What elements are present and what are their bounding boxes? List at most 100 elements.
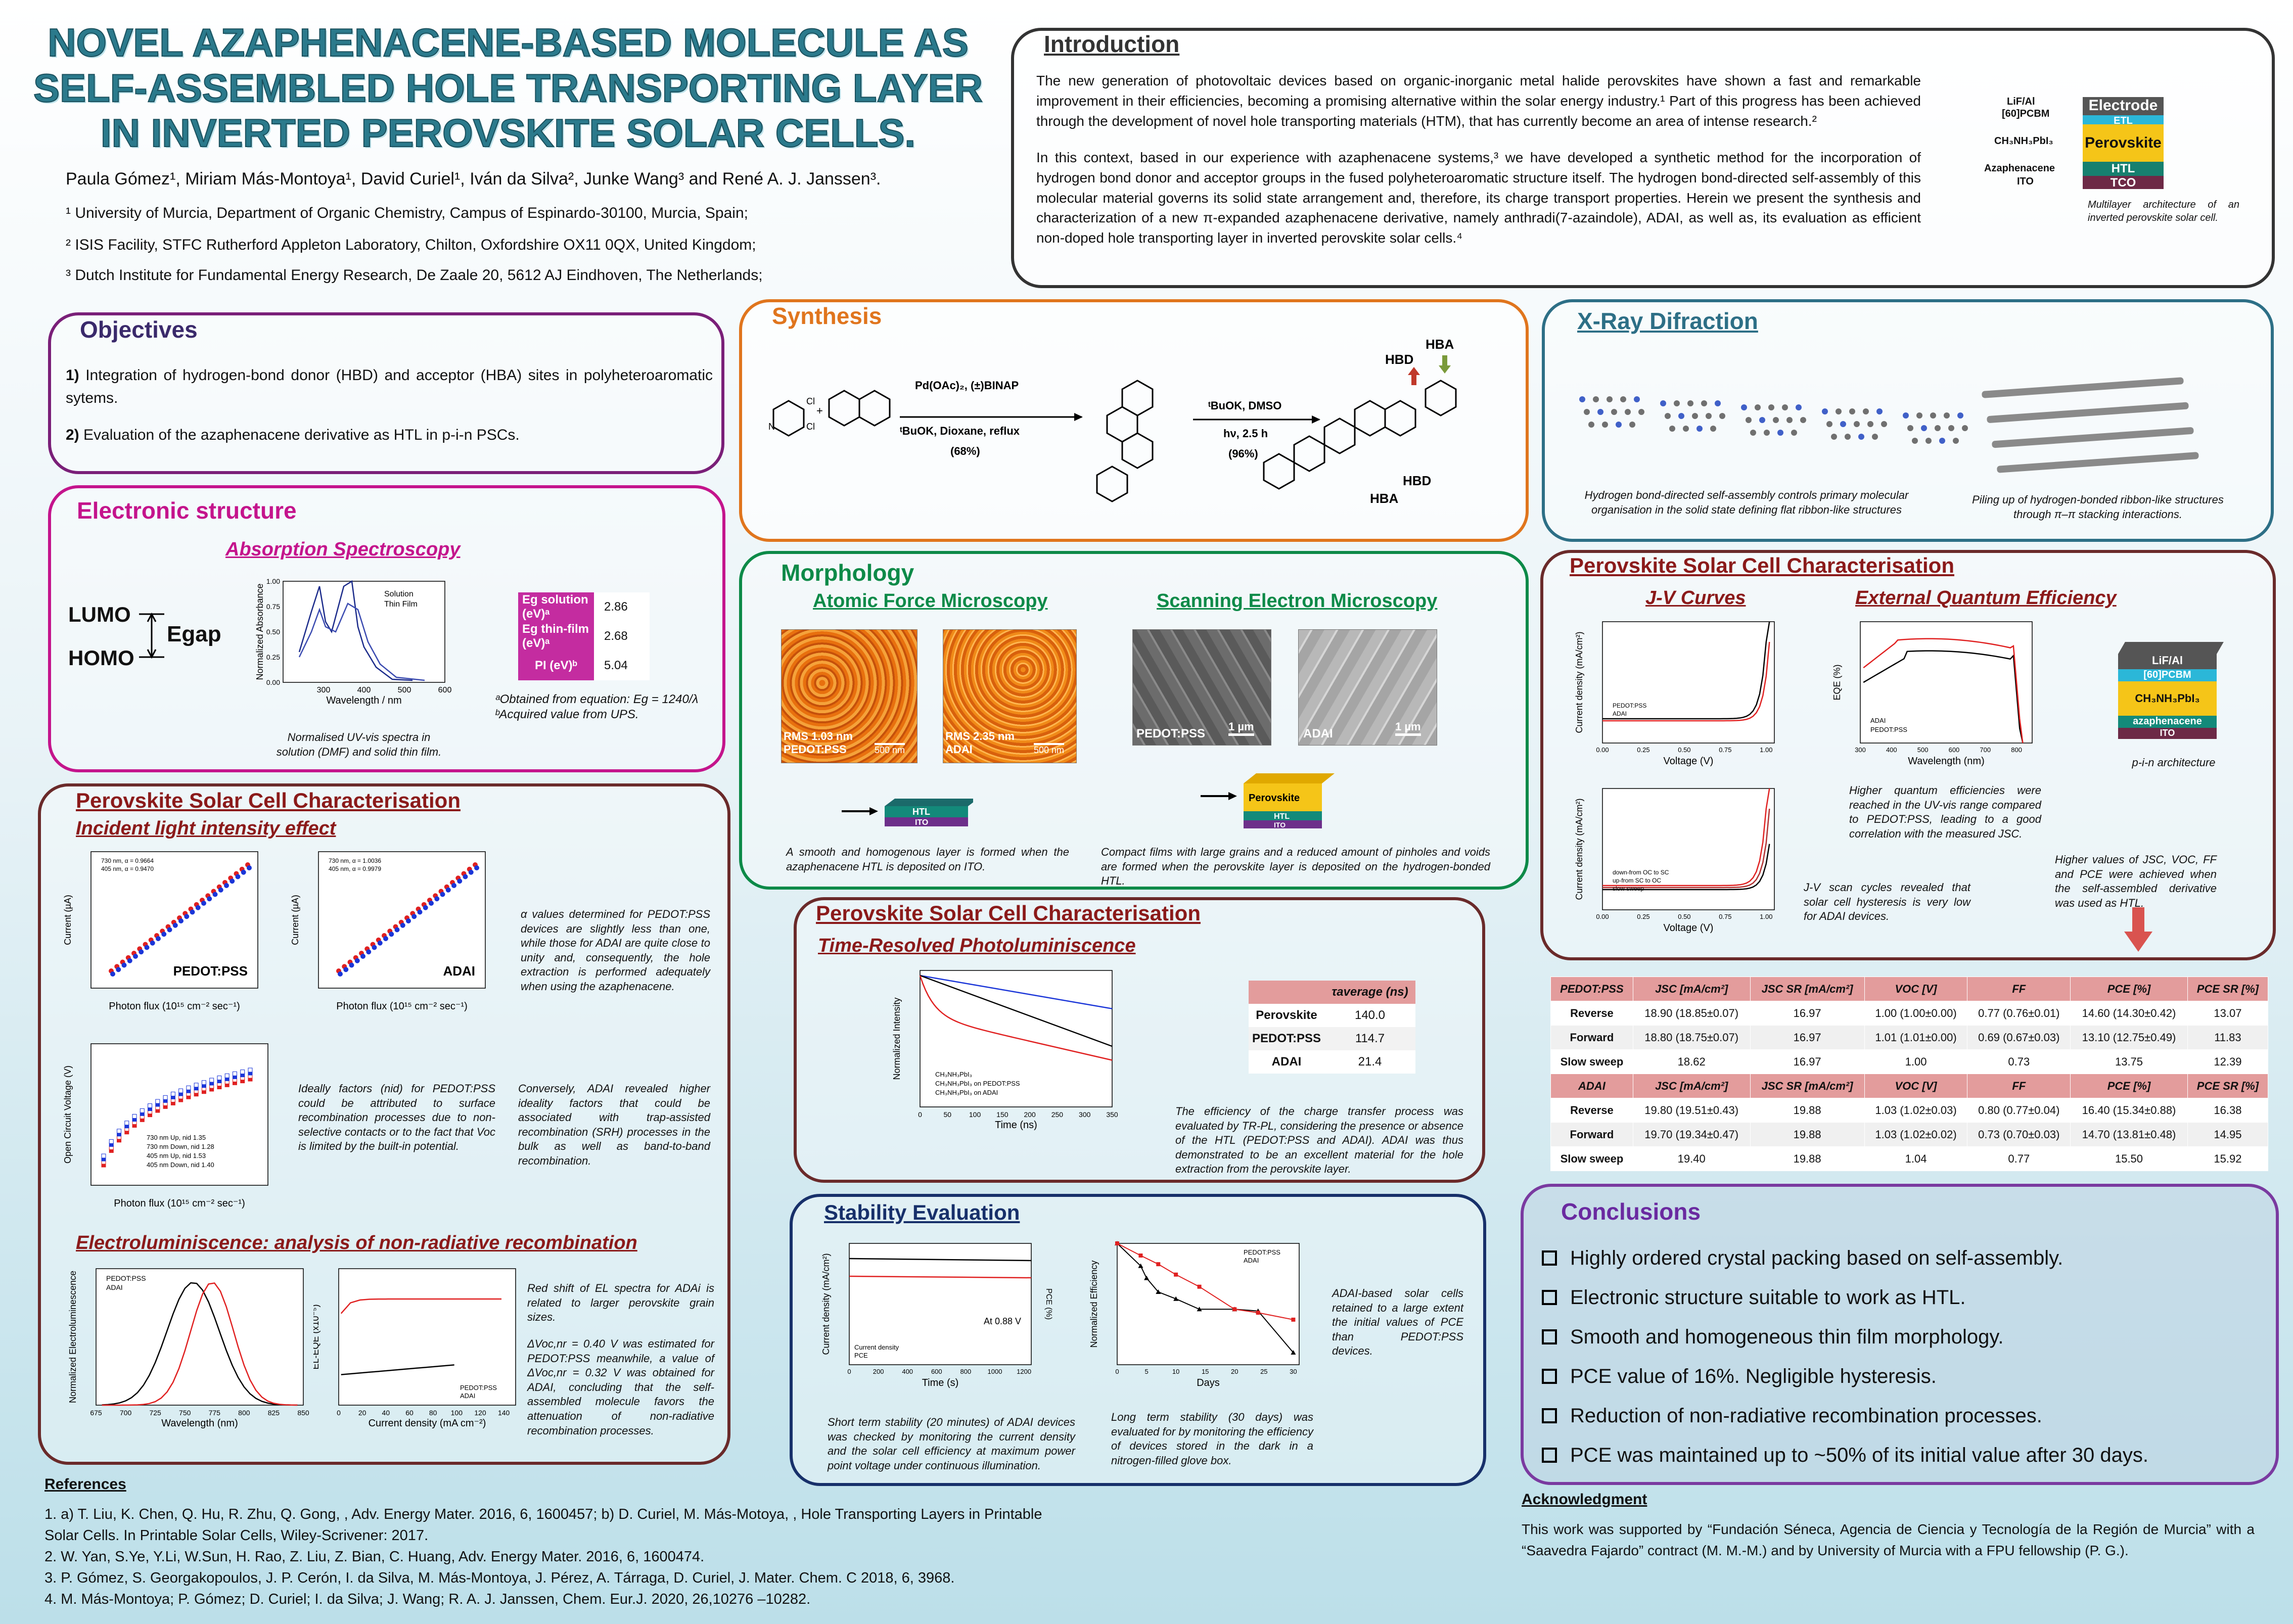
- data-point-405: [116, 967, 121, 972]
- device-label: PEDOT:PSS: [173, 963, 248, 979]
- ribbon: [1987, 402, 2189, 423]
- atom: [1719, 413, 1725, 419]
- atom: [1962, 425, 1968, 431]
- x-axis-label: Current density (mA cm⁻²): [369, 1418, 486, 1429]
- atom: [1616, 422, 1622, 428]
- current-vs-flux-pedot: Photon flux (10¹⁵ cm⁻² sec⁻¹) Current (µA…: [63, 851, 258, 1012]
- checkbox-icon: [1542, 1369, 1557, 1384]
- legend-pedot: PEDOT:PSS: [1870, 726, 1907, 733]
- pv-cell: 0.73 (0.70±0.03): [1967, 1122, 2071, 1147]
- pv-cell: 16.38: [2187, 1098, 2269, 1123]
- synthesis-scheme: + Cl Cl N Pd(OAc)₂, (±)BINAP ᵗBuOK, Diox…: [768, 337, 1457, 506]
- pv-cell: 0.69 (0.67±0.03): [1967, 1025, 2071, 1050]
- hysteresis-chart: Voltage (V) Current density (mA/cm²) 0.00 0…: [1574, 788, 1775, 934]
- legend-405: 405 nm, α = 0.9470: [101, 865, 154, 872]
- jv-line: [1602, 641, 1770, 722]
- voc-legend: 405 nm Up, nid 1.53: [147, 1152, 206, 1159]
- data-point-405: [338, 971, 343, 977]
- conclusion-item: Highly ordered crystal packing based on …: [1542, 1238, 2260, 1278]
- pin-layer-ito: ITO: [2118, 728, 2217, 739]
- data-point-405: [417, 909, 423, 915]
- trpl-adai-line: [919, 975, 1113, 1061]
- atom: [1692, 413, 1698, 419]
- sem-scale-2: 1 µm: [1395, 720, 1421, 736]
- y-axis-label: Current density (mA/cm²): [1574, 798, 1584, 900]
- pce-line: [849, 1275, 1032, 1279]
- data-point-405: [167, 927, 172, 933]
- voc-point: [155, 1099, 160, 1104]
- trpl-legend: CH₃NH₃PbI₃ on ADAI: [935, 1089, 998, 1096]
- voc-legend: 730 nm Down, nid 1.28: [147, 1143, 214, 1150]
- sem-label-pedot: PEDOT:PSS: [1136, 727, 1206, 740]
- y-tick: 0.50: [266, 628, 280, 636]
- voc-point: [248, 1068, 253, 1073]
- x-tick: 400: [902, 1368, 913, 1375]
- trpl-legend: CH₃NH₃PbI₃ on PEDOT:PSS: [935, 1080, 1020, 1087]
- atom: [1710, 426, 1716, 432]
- psc-left-title: Perovskite Solar Cell Characterisation: [76, 788, 461, 812]
- jv-legend: PEDOT:PSS: [1613, 702, 1646, 709]
- plot-area: [1602, 621, 1775, 744]
- atom: [1925, 438, 1932, 444]
- tau-row-1-val: 140.0: [1354, 1008, 1386, 1022]
- tau-row-2-val: 114.7: [1355, 1032, 1385, 1045]
- trpl-caption: The efficiency of the charge transfer pr…: [1175, 1105, 1463, 1176]
- x-tick: 300: [1079, 1110, 1091, 1119]
- y-axis-label: Current (µA): [63, 895, 73, 945]
- atom: [1674, 400, 1680, 406]
- legend-405: 405 nm, α = 0.9979: [329, 865, 381, 872]
- x-tick: 5: [1144, 1368, 1148, 1375]
- data-point-405: [468, 869, 474, 875]
- ack-title: Acknowledgment: [1522, 1491, 1647, 1508]
- x-tick: 700: [1980, 746, 1991, 754]
- y-axis-label: Current density (mA/cm²): [1574, 631, 1584, 733]
- multilayer-diagram: LiF/Al [60]PCBM CH₃NH₃PbI₃ Azaphenacene …: [1946, 76, 2250, 227]
- pv-header: PEDOT:PSS: [1550, 977, 1633, 1001]
- pin-layer-perov: CH₃NH₃PbI₃: [2118, 681, 2217, 716]
- objectives-title: Objectives: [80, 316, 198, 343]
- legend-pedot: PEDOT:PSS: [106, 1274, 146, 1282]
- hbd-label-top: HBD: [1385, 352, 1413, 367]
- pv-cell: Slow sweep: [1550, 1049, 1633, 1074]
- step2-yield: (96%): [1228, 447, 1258, 460]
- x-tick: 0.25: [1637, 746, 1649, 754]
- poster-title: NOVEL AZAPHENACENE-BASED MOLECULE AS SEL…: [33, 20, 983, 156]
- atom: [1903, 412, 1909, 419]
- pv-cell: Reverse: [1550, 1001, 1633, 1026]
- data-point-405: [201, 901, 206, 906]
- synthesis-panel: [739, 299, 1529, 542]
- atom: [1840, 421, 1846, 427]
- voc-point: [140, 1108, 145, 1113]
- stack-label-ito: ITO: [2017, 176, 2034, 187]
- eqe-pedot-line: [1863, 650, 2024, 744]
- legend-adai: ADAI: [1870, 717, 1886, 724]
- legend-730: 730 nm, α = 1.0036: [329, 857, 381, 864]
- afm-stack-ito: ITO: [915, 818, 928, 827]
- y-axis-label: Normalized Efficiency: [1089, 1261, 1099, 1348]
- objective-1-num: 1): [66, 367, 79, 384]
- jv-curves-chart: Voltage (V) Current density (mA/cm²) 0.00 0…: [1574, 621, 1775, 767]
- jv-line: [1602, 788, 1770, 887]
- atom: [1687, 400, 1693, 406]
- voc-point: [201, 1080, 206, 1085]
- tau-row-1-label: Perovskite: [1256, 1008, 1317, 1022]
- voc-point: [224, 1073, 230, 1078]
- jv-legend: ADAI: [1613, 710, 1627, 717]
- pv-cell: 19.40: [1632, 1146, 1751, 1171]
- plot-area: [1860, 621, 2033, 744]
- x-tick: 80: [429, 1409, 437, 1417]
- xray-stacking-structure: [1982, 377, 2199, 473]
- atom: [1584, 409, 1590, 415]
- data-point-405: [440, 892, 445, 897]
- xray-caption-2: Piling up of hydrogen-bonded ribbon-like…: [1972, 493, 2224, 521]
- atom: [1912, 438, 1918, 444]
- intro-paragraph-1: The new generation of photovoltaic devic…: [1036, 73, 1921, 129]
- atom: [1678, 413, 1684, 419]
- data-point-405: [133, 954, 138, 959]
- eqe-adai-line: [1863, 638, 2024, 744]
- svg-text:Cl: Cl: [806, 396, 815, 406]
- reference-item: 1. a) T. Liu, K. Chen, Q. Hu, R. Zhu, Q.…: [44, 1506, 1042, 1544]
- voc-vs-flux-chart: Photon flux (10¹⁵ cm⁻² sec⁻¹) Open Circui…: [63, 1043, 268, 1209]
- atom: [1665, 413, 1671, 419]
- data-point-405: [156, 936, 161, 941]
